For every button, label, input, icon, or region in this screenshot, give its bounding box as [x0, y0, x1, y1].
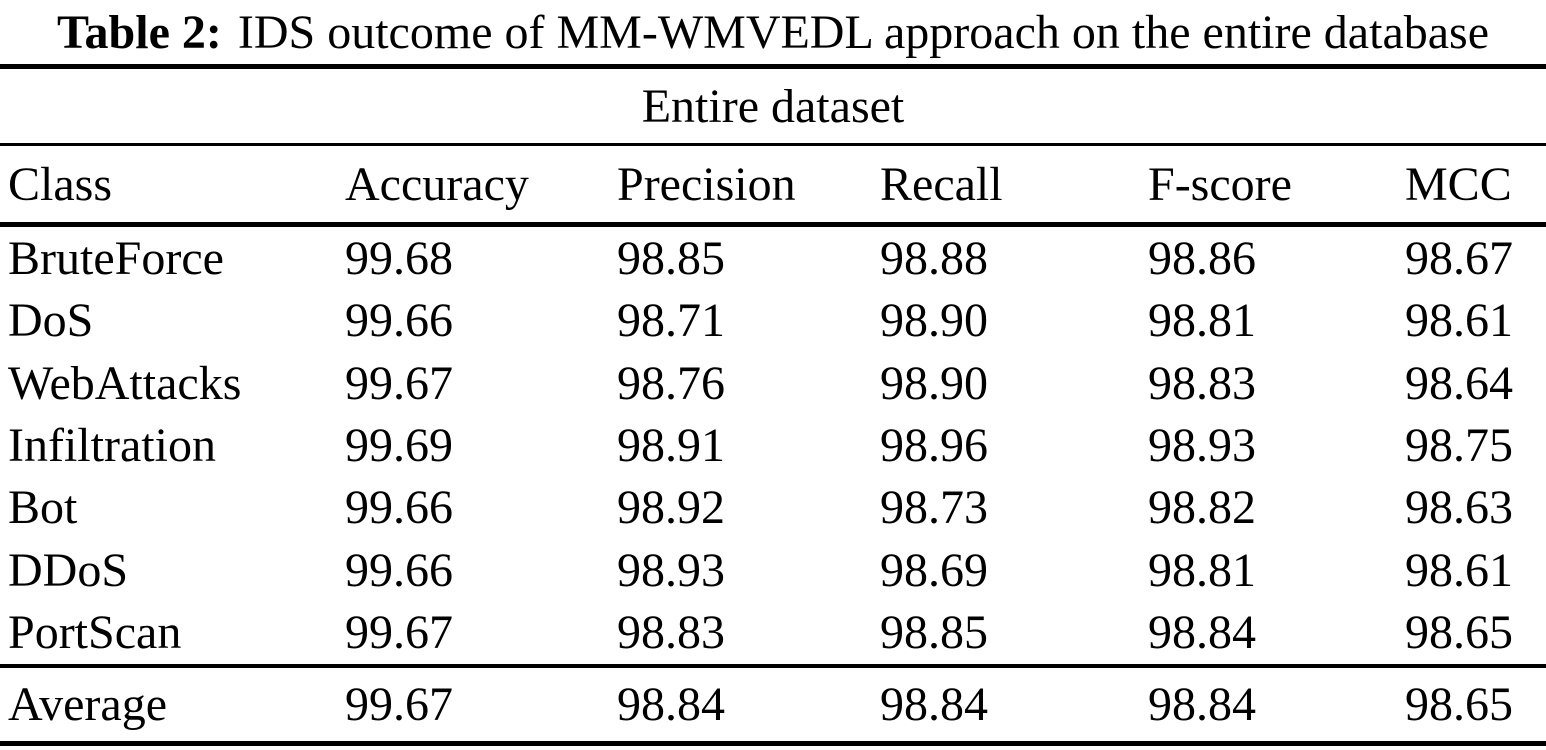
table-group-header: Entire dataset — [641, 79, 905, 133]
cell-accuracy: 99.67 — [345, 606, 453, 660]
cell-accuracy: 99.66 — [345, 481, 453, 535]
cell-fscore: 98.81 — [1148, 543, 1256, 597]
column-header-precision: Precision — [617, 157, 796, 211]
cell-precision: 98.83 — [617, 606, 725, 660]
cell-recall: 98.85 — [880, 606, 988, 660]
rule-under-header — [0, 222, 1546, 227]
column-header-fscore: F-score — [1148, 157, 1292, 211]
cell-recall: 98.73 — [880, 481, 988, 535]
cell-fscore: 98.84 — [1148, 606, 1256, 660]
cell-mcc: 98.63 — [1405, 481, 1513, 535]
cell-mcc: 98.61 — [1405, 543, 1513, 597]
cell-precision: 98.84 — [617, 678, 725, 731]
cell-accuracy: 99.68 — [345, 231, 453, 285]
cell-class: DDoS — [8, 543, 129, 597]
cell-precision: 98.76 — [617, 356, 725, 410]
cell-class: Average — [8, 678, 167, 731]
column-header-recall: Recall — [880, 157, 1003, 211]
cell-accuracy: 99.66 — [345, 294, 453, 348]
cell-class: Bot — [8, 481, 78, 535]
cell-recall: 98.88 — [880, 231, 988, 285]
cell-accuracy: 99.66 — [345, 543, 453, 597]
cell-accuracy: 99.67 — [345, 678, 453, 731]
table-row-dos: DoS 99.66 98.71 98.90 98.81 98.61 — [0, 289, 1546, 351]
cell-class: PortScan — [8, 606, 182, 660]
cell-precision: 98.85 — [617, 231, 725, 285]
cell-class: DoS — [8, 294, 94, 348]
cell-mcc: 98.61 — [1405, 294, 1513, 348]
cell-mcc: 98.67 — [1405, 231, 1513, 285]
column-header-class: Class — [8, 157, 113, 211]
cell-recall: 98.84 — [880, 678, 988, 731]
cell-class: WebAttacks — [8, 356, 242, 410]
cell-mcc: 98.65 — [1405, 678, 1513, 731]
cell-recall: 98.90 — [880, 294, 988, 348]
column-header-accuracy: Accuracy — [345, 157, 529, 211]
cell-precision: 98.71 — [617, 294, 725, 348]
cell-mcc: 98.65 — [1405, 606, 1513, 660]
table-caption-label: Table 2: — [56, 5, 222, 59]
cell-fscore: 98.86 — [1148, 231, 1256, 285]
table-row-bruteforce: BruteForce 99.68 98.85 98.88 98.86 98.67 — [0, 227, 1546, 289]
cell-fscore: 98.83 — [1148, 356, 1256, 410]
table-row-infiltration: Infiltration 99.69 98.91 98.96 98.93 98.… — [0, 414, 1546, 476]
table-row-ddos: DDoS 99.66 98.93 98.69 98.81 98.61 — [0, 539, 1546, 601]
cell-fscore: 98.82 — [1148, 481, 1256, 535]
cell-accuracy: 99.67 — [345, 356, 453, 410]
rule-bottom — [0, 741, 1546, 746]
cell-fscore: 98.84 — [1148, 678, 1256, 731]
cell-fscore: 98.81 — [1148, 294, 1256, 348]
cell-precision: 98.92 — [617, 481, 725, 535]
cell-mcc: 98.64 — [1405, 356, 1513, 410]
cell-precision: 98.91 — [617, 418, 725, 472]
rule-top — [0, 64, 1546, 69]
table-row-webattacks: WebAttacks 99.67 98.76 98.90 98.83 98.64 — [0, 352, 1546, 414]
cell-class: Infiltration — [8, 418, 216, 472]
cell-recall: 98.69 — [880, 543, 988, 597]
cell-precision: 98.93 — [617, 543, 725, 597]
rule-above-average — [0, 664, 1546, 668]
cell-recall: 98.90 — [880, 356, 988, 410]
table-caption: Table 2: IDS outcome of MM-WMVEDL approa… — [0, 0, 1546, 64]
table-row-portscan: PortScan 99.67 98.83 98.85 98.84 98.65 — [0, 602, 1546, 664]
table-row-average: Average 99.67 98.84 98.84 98.84 98.65 — [0, 668, 1546, 741]
table-header-row: Class Accuracy Precision Recall F-score … — [0, 146, 1546, 222]
cell-recall: 98.96 — [880, 418, 988, 472]
table-caption-text: IDS outcome of MM-WMVEDL approach on the… — [237, 5, 1490, 59]
column-header-mcc: MCC — [1405, 157, 1512, 211]
table-row-bot: Bot 99.66 98.92 98.73 98.82 98.63 — [0, 477, 1546, 539]
cell-accuracy: 99.69 — [345, 418, 453, 472]
table-body: BruteForce 99.68 98.85 98.88 98.86 98.67… — [0, 227, 1546, 664]
cell-fscore: 98.93 — [1148, 418, 1256, 472]
rule-under-group-header — [0, 143, 1546, 146]
cell-mcc: 98.75 — [1405, 418, 1513, 472]
cell-class: BruteForce — [8, 231, 224, 285]
